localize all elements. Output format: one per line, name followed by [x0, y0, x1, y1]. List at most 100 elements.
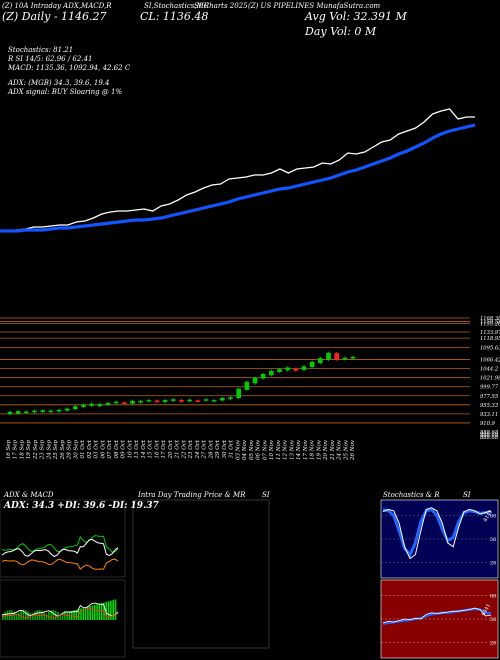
x-date-label: 25 Sep: [53, 440, 59, 461]
x-date-label: 17 Sep: [13, 440, 19, 460]
x-date-label: 07 Oct: [107, 439, 113, 458]
macd-histogram-bar: [112, 600, 114, 620]
stoch-panel-title: Stochastics & R: [383, 491, 440, 499]
candle-up: [56, 409, 62, 412]
x-date-label: 02 Oct: [87, 439, 93, 458]
x-date-label: 17 Oct: [161, 439, 167, 458]
y-tick-label: 888.68: [480, 433, 499, 439]
candle-up: [138, 400, 143, 403]
candle-up: [32, 410, 37, 413]
y-tick-label: 1155.28: [480, 321, 500, 327]
x-date-label: 19 Sep: [26, 440, 32, 460]
minus-di-line: [1, 558, 119, 570]
y-tick-label: 888.68: [480, 435, 499, 441]
macd-histogram-bar: [61, 612, 64, 620]
x-date-label: 21 Nov: [330, 439, 336, 461]
rsi-tick-label: 80: [490, 594, 496, 600]
x-date-label: 18 Sep: [19, 440, 25, 460]
header-line1-left: (Z) 10A Intraday ADX,MACD,R: [2, 2, 112, 10]
y-tick-label: 999.77: [480, 385, 499, 391]
x-date-label: 24 Sep: [46, 440, 52, 461]
macd-histogram-bar: [50, 610, 52, 620]
macd-histogram-bar: [27, 611, 29, 620]
macd-histogram-bar: [100, 603, 103, 620]
stoch-k-line: [382, 507, 492, 560]
candle-up: [318, 358, 323, 363]
y-tick-label: 955.33: [480, 403, 499, 409]
y-tick-label: 977.55: [480, 394, 498, 400]
macd-histogram-bar: [75, 609, 78, 620]
candle-up: [105, 402, 111, 405]
adx-panel-title: ADX & MACD: [4, 491, 54, 499]
x-date-label: 23 Sep: [40, 440, 46, 461]
candle-up: [350, 356, 356, 359]
y-tick-label: 1066.42: [480, 358, 500, 364]
x-date-label: 10 Nov: [269, 439, 275, 460]
candle-up: [220, 398, 225, 401]
candle-up: [187, 399, 192, 402]
header-line1-right: SI Charts 2025: [194, 2, 248, 10]
candle-down: [179, 400, 184, 402]
y-tick-label: 1133.97: [480, 330, 500, 336]
y-tick-label: 910.9: [480, 421, 496, 427]
macd-histogram-bar: [20, 610, 22, 620]
macd-histogram-bar: [15, 613, 18, 620]
stochastics-readout: Stochastics: 81.21: [8, 46, 74, 54]
candle-down: [195, 400, 201, 402]
stoch-tick-label: 80: [490, 514, 496, 520]
x-date-label: 22 Sep: [33, 440, 39, 461]
candle-up: [15, 411, 21, 414]
macd-histogram-bar: [8, 610, 11, 620]
macd-histogram-bar: [22, 610, 25, 620]
adx-panel-frame: [0, 499, 126, 578]
candle-up: [24, 411, 29, 413]
macd-histogram-bar: [98, 603, 101, 620]
candle-up: [236, 388, 241, 399]
x-date-label: 03 Oct: [94, 439, 100, 458]
candle-up: [309, 361, 315, 368]
macd-histogram-bar: [110, 600, 112, 620]
x-date-label: 30 Oct: [222, 439, 228, 458]
header-line2-left: (Z) Daily - 1146.27: [2, 10, 107, 23]
x-date-label: 24 Oct: [195, 439, 201, 459]
y-tick-label: 1159.58: [480, 320, 500, 326]
candle-up: [269, 370, 274, 376]
y-tick-label: 933.11: [480, 412, 498, 418]
moving-average-line: [0, 123, 476, 233]
intraday-panel-frame: [132, 499, 270, 649]
macd-histogram-bar: [34, 611, 36, 620]
x-date-label: 20 Oct: [168, 439, 174, 459]
candle-up: [252, 377, 258, 384]
macd-histogram-bar: [31, 613, 34, 620]
x-date-label: 03 Nov: [235, 439, 241, 460]
y-tick-label: 1168.38: [480, 316, 500, 322]
x-date-label: 14 Nov: [296, 439, 302, 460]
x-date-label: 29 Sep: [67, 440, 73, 461]
x-date-label: 10 Oct: [127, 439, 133, 458]
candle-up: [285, 367, 290, 371]
x-date-label: 08 Oct: [114, 439, 120, 458]
candle-up: [113, 401, 119, 404]
x-date-label: 13 Nov: [289, 439, 295, 460]
x-date-label: 12 Nov: [283, 439, 289, 460]
stoch-si-label: SI: [463, 491, 471, 499]
x-date-label: 18 Nov: [310, 439, 316, 460]
macd-histogram-bar: [43, 612, 45, 620]
x-date-label: 06 Oct: [100, 439, 106, 458]
macd-histogram-bar: [48, 611, 50, 620]
x-date-label: 22 Oct: [181, 439, 187, 459]
macd-histogram-bar: [80, 608, 82, 620]
macd-histogram-bar: [89, 606, 91, 620]
x-date-label: 06 Nov: [256, 439, 262, 460]
x-date-label: 07 Nov: [262, 439, 268, 460]
x-date-label: 17 Nov: [303, 439, 309, 460]
price-line: [0, 108, 475, 232]
x-date-label: 31 Oct: [229, 439, 235, 458]
adx-panel-values: ADX: 34.3 +DI: 39.6 -DI: 19.37: [4, 501, 159, 511]
macd-histogram-bar: [96, 604, 98, 620]
stoch-d-line: [382, 507, 492, 558]
x-date-label: 30 Sep: [73, 440, 79, 460]
x-date-label: 27 Oct: [202, 439, 208, 459]
candle-up: [97, 404, 103, 407]
